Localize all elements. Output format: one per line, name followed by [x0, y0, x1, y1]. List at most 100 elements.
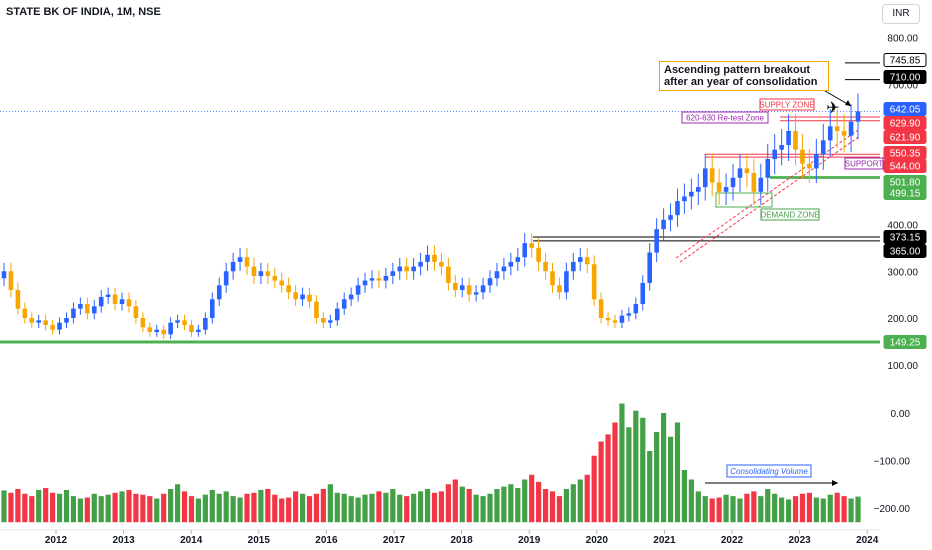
volume-bar — [820, 498, 826, 523]
currency-selector[interactable]: INR — [882, 4, 920, 24]
candle-body — [244, 257, 250, 267]
volume-bar — [765, 489, 771, 523]
retest-zone-label: 620-630 Re-test Zone — [686, 114, 764, 123]
candle-body — [258, 271, 264, 276]
volume-bar — [452, 479, 458, 523]
price-label: 149.25 — [890, 338, 921, 349]
candle-body — [43, 320, 48, 326]
price-tick-label: 400.00 — [887, 221, 918, 232]
volume-bar — [397, 494, 403, 523]
candle-body — [584, 257, 590, 265]
volume-bar — [438, 491, 445, 523]
candle-body — [487, 278, 493, 286]
volume-bar — [112, 492, 118, 523]
volume-bar — [223, 491, 229, 523]
candle-body — [404, 266, 409, 272]
volume-bar — [181, 491, 188, 523]
consolidating-volume-label: Consolidating Volume — [730, 467, 808, 476]
price-label: 544.00 — [890, 162, 921, 173]
price-label: 373.15 — [890, 233, 921, 244]
volume-bar — [265, 489, 271, 523]
candle-body — [189, 325, 194, 333]
volume-bar — [424, 489, 431, 523]
candle-body — [133, 306, 139, 318]
volume-bar — [334, 492, 340, 523]
volume-bar — [591, 455, 597, 523]
candle-body — [71, 308, 76, 318]
year-label: 2017 — [383, 535, 406, 546]
volume-tick-label: 0.00 — [891, 409, 911, 420]
volume-bar — [536, 481, 542, 523]
candle-body — [321, 318, 326, 323]
volume-bar — [1, 490, 7, 523]
candle-body — [348, 294, 354, 300]
candle-body — [668, 215, 673, 220]
candle-body — [807, 163, 812, 169]
airplane-icon: ✈ — [826, 100, 839, 117]
candle-body — [272, 275, 278, 281]
candle-body — [8, 271, 14, 290]
candle-body — [536, 247, 541, 262]
volume-bar — [237, 497, 243, 523]
price-label: 621.90 — [890, 133, 921, 144]
price-label: 550.35 — [890, 149, 921, 160]
volume-bar — [188, 496, 195, 523]
candle-body — [848, 121, 854, 136]
consolidating-volume-box — [726, 464, 812, 478]
volume-bar — [674, 422, 681, 523]
candle-body — [355, 285, 361, 295]
candle-body — [119, 299, 125, 304]
volume-bar — [411, 493, 417, 523]
candle-body — [390, 271, 396, 276]
candle-body — [91, 306, 97, 314]
price-tick-label: 700.00 — [887, 80, 918, 91]
candle-body — [564, 271, 569, 293]
volume-bar — [216, 493, 222, 523]
volume-bar — [272, 494, 278, 523]
volume-bar — [522, 479, 528, 523]
price-label-box — [883, 102, 927, 116]
volume-bar — [43, 488, 49, 523]
volume-bar — [174, 484, 181, 523]
volume-bar — [806, 492, 812, 523]
volume-bar — [29, 496, 35, 523]
candle-body — [855, 111, 861, 122]
volume-bar — [598, 441, 604, 523]
candle-body — [453, 282, 458, 290]
volume-bar — [660, 413, 667, 523]
candle-body — [501, 266, 507, 272]
year-label: 2013 — [112, 535, 135, 546]
price-tick-label: 200.00 — [887, 314, 918, 325]
candle-body — [765, 159, 771, 178]
volume-bar — [529, 474, 535, 523]
volume-bar — [626, 427, 632, 523]
candle-body — [230, 261, 236, 272]
volume-bar — [570, 484, 576, 523]
demand-zone-box — [715, 192, 773, 208]
volume-bar — [320, 489, 326, 523]
volume-bar — [723, 494, 729, 523]
volume-bar — [681, 470, 688, 523]
candle-body — [543, 261, 548, 272]
price-label: 499.15 — [890, 189, 921, 200]
candle-body — [716, 182, 722, 192]
candle-body — [446, 266, 451, 283]
price-tick-label: 100.00 — [887, 361, 918, 372]
volume-bar — [667, 436, 674, 523]
demand-zone-box — [760, 208, 820, 221]
candle-body — [550, 271, 555, 286]
supply-zone-box — [759, 98, 815, 111]
volume-bar — [737, 498, 743, 523]
volume-bar — [168, 489, 174, 523]
volume-bar — [556, 496, 563, 523]
candle-body — [85, 303, 90, 314]
volume-bar — [355, 497, 361, 523]
candle-body — [147, 327, 153, 333]
volume-bar — [709, 498, 715, 523]
candle-body — [341, 299, 347, 309]
volume-bar — [563, 489, 569, 523]
volume-bar — [654, 432, 660, 523]
candle-body — [702, 168, 708, 188]
volume-bar — [688, 479, 694, 523]
candle-body — [293, 292, 298, 300]
